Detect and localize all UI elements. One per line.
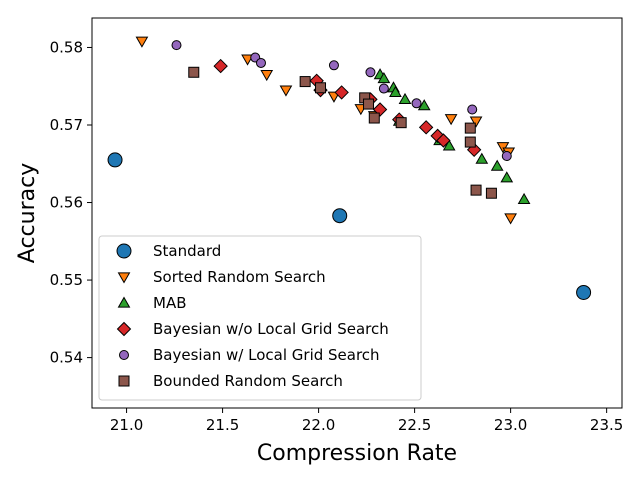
legend: Standard Sorted Random Search MAB Bayesian … — [98, 235, 422, 401]
y-axis-label: Accuracy — [15, 163, 40, 263]
point-series-5-1 — [299, 76, 311, 88]
point-series-2-3 — [389, 85, 402, 98]
x-tick-label: 22.0 — [302, 416, 335, 434]
point-series-2-4 — [398, 92, 412, 105]
legend-label-5: Bounded Random Search — [153, 372, 343, 390]
y-tick-label: 0.57 — [50, 116, 83, 134]
point-series-3-0 — [213, 58, 228, 74]
legend-marker-0 — [116, 243, 132, 259]
point-series-1-0 — [135, 36, 149, 48]
legend-marker-3 — [116, 321, 132, 337]
x-tick-label: 21.5 — [206, 416, 239, 434]
point-series-5-0 — [188, 66, 200, 78]
point-series-5-8 — [464, 136, 476, 148]
point-series-1-7 — [444, 114, 458, 126]
point-series-1-2 — [260, 69, 274, 82]
x-axis-ticks: 21.0 21.5 22.0 22.5 23.0 23.5 — [110, 408, 623, 434]
point-series-2-11 — [517, 192, 531, 205]
legend-label-1: Sorted Random Search — [153, 268, 326, 286]
point-series-2-5 — [417, 99, 431, 111]
legend-label-0: Standard — [153, 242, 221, 260]
y-tick-label: 0.54 — [50, 349, 83, 367]
point-series-4-7 — [467, 104, 478, 115]
point-series-1-3 — [279, 85, 293, 97]
x-axis-label: Compression Rate — [257, 441, 457, 466]
point-series-2-7 — [442, 139, 456, 151]
legend-marker-1 — [117, 272, 131, 284]
point-series-3-9 — [436, 133, 451, 148]
point-series-2-1 — [377, 71, 391, 84]
point-series-0-0 — [107, 152, 123, 168]
point-series-5-4 — [363, 98, 375, 110]
point-series-4-4 — [365, 67, 376, 78]
point-series-0-1 — [332, 208, 348, 224]
legend-marker-2 — [117, 296, 131, 308]
legend-marker-4 — [119, 350, 129, 360]
x-tick-label: 21.0 — [110, 416, 143, 434]
point-series-5-7 — [464, 122, 476, 134]
y-tick-label: 0.58 — [50, 38, 83, 56]
point-series-3-7 — [418, 120, 434, 135]
legend-label-3: Bayesian w/o Local Grid Search — [153, 320, 389, 338]
point-series-4-0 — [171, 40, 182, 51]
point-series-0-2 — [576, 284, 592, 300]
point-series-4-8 — [501, 151, 512, 162]
x-tick-label: 22.5 — [398, 416, 431, 434]
data-points — [107, 36, 592, 300]
point-series-2-8 — [475, 152, 489, 164]
legend-label-2: MAB — [153, 294, 187, 312]
point-series-2-9 — [490, 159, 504, 171]
point-series-4-2 — [255, 57, 266, 68]
legend-box — [98, 235, 422, 401]
point-series-1-9 — [496, 142, 510, 154]
y-tick-label: 0.55 — [50, 271, 83, 289]
point-series-5-6 — [395, 117, 407, 129]
y-axis-ticks: 0.54 0.55 0.56 0.57 0.58 — [50, 38, 92, 367]
point-series-5-10 — [485, 187, 497, 199]
legend-label-4: Bayesian w/ Local Grid Search — [153, 346, 380, 364]
point-series-2-10 — [500, 171, 514, 183]
point-series-5-2 — [315, 82, 327, 94]
point-series-4-6 — [411, 98, 422, 109]
point-series-3-3 — [334, 85, 349, 100]
point-series-4-5 — [378, 83, 389, 94]
point-series-1-11 — [504, 213, 517, 225]
x-tick-label: 23.0 — [494, 416, 527, 434]
x-tick-label: 23.5 — [590, 416, 623, 434]
point-series-4-3 — [328, 60, 339, 71]
y-tick-label: 0.56 — [50, 194, 83, 212]
point-series-5-9 — [470, 184, 482, 196]
point-series-5-5 — [368, 112, 380, 124]
legend-marker-5 — [118, 375, 130, 387]
point-series-1-8 — [469, 116, 483, 128]
